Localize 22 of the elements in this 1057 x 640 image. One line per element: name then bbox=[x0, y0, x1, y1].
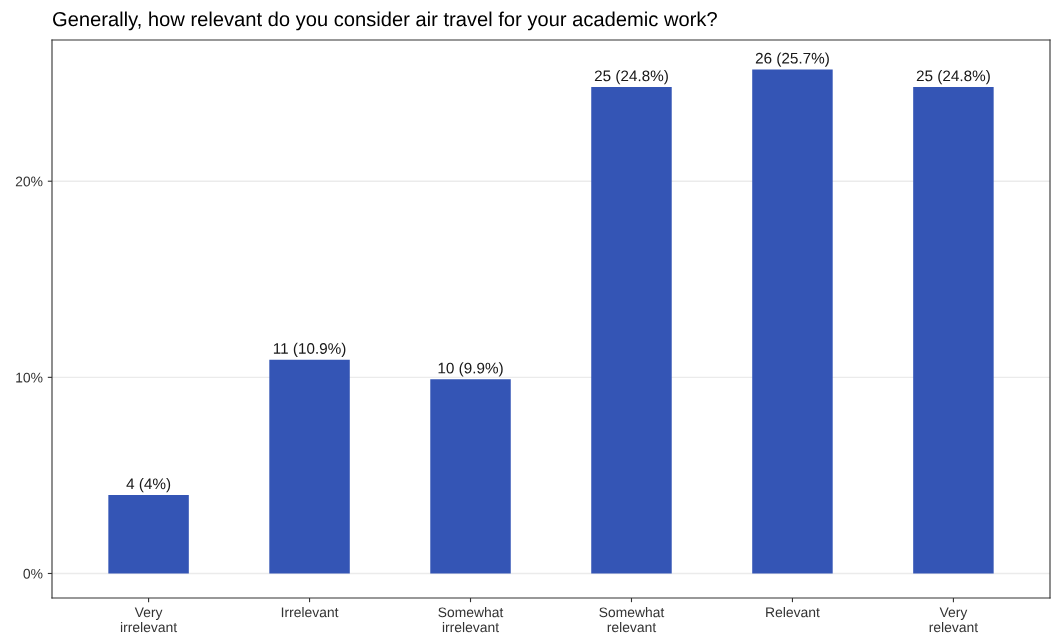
chart-title: Generally, how relevant do you consider air travel for your academic work? bbox=[53, 11, 717, 31]
bar bbox=[752, 69, 833, 574]
x-tick-label: Somewhat irrelevant bbox=[438, 607, 504, 633]
x-tick-label: Relevant bbox=[766, 607, 820, 618]
y-tick-label: 20% bbox=[15, 176, 43, 187]
data-label: 26 (25.7%) bbox=[755, 52, 829, 67]
x-tick-label: Somewhat relevant bbox=[599, 607, 665, 633]
bar bbox=[913, 87, 994, 574]
y-tick-label: 0% bbox=[23, 568, 43, 579]
data-label: 25 (24.8%) bbox=[594, 70, 668, 85]
data-label: 25 (24.8%) bbox=[916, 70, 990, 85]
bar bbox=[430, 379, 511, 574]
y-tick-label: 10% bbox=[16, 372, 43, 383]
data-label: 10 (9.9%) bbox=[438, 362, 503, 377]
bar bbox=[269, 359, 350, 574]
data-label: 4 (4%) bbox=[126, 478, 171, 493]
bar bbox=[591, 87, 672, 574]
x-tick-label: Irrelevant bbox=[281, 607, 339, 618]
x-tick-label: Very irrelevant bbox=[120, 607, 178, 633]
data-label: 11 (10.9%) bbox=[273, 342, 346, 357]
x-tick-label: Very relevant bbox=[929, 607, 979, 633]
bar bbox=[108, 495, 189, 574]
